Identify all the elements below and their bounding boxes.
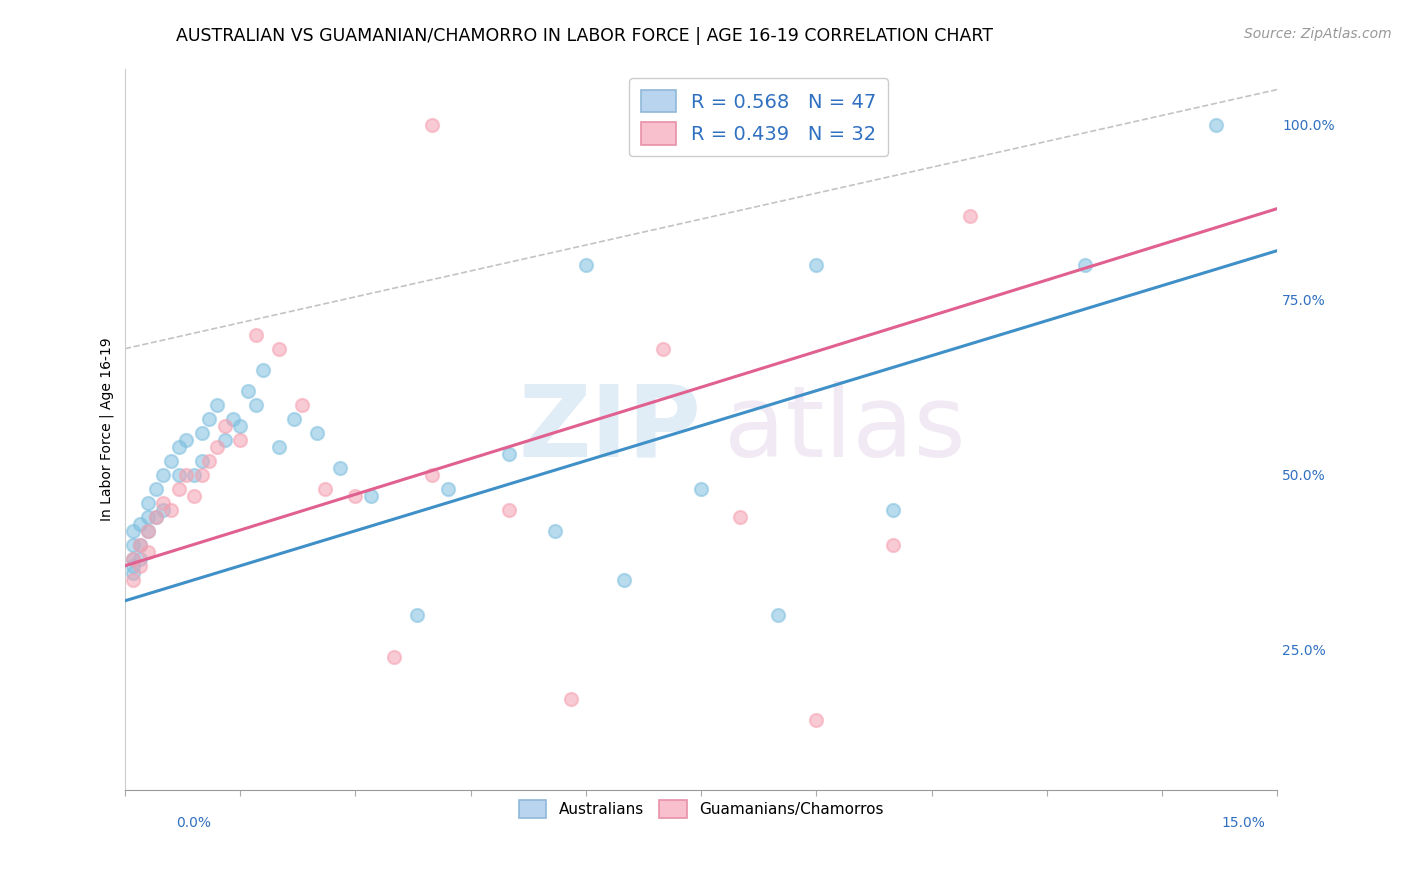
Point <box>136 524 159 538</box>
Point <box>145 482 167 496</box>
Point <box>121 538 143 552</box>
Point <box>198 411 221 425</box>
Point <box>382 649 405 664</box>
Point <box>882 538 904 552</box>
Point <box>152 502 174 516</box>
Point <box>806 258 828 272</box>
Point <box>167 482 190 496</box>
Point <box>329 460 352 475</box>
Text: 15.0%: 15.0% <box>1222 816 1265 830</box>
Point <box>690 482 713 496</box>
Point <box>229 418 252 433</box>
Point <box>152 467 174 482</box>
Point <box>121 551 143 566</box>
Point <box>1205 118 1227 132</box>
Text: Source: ZipAtlas.com: Source: ZipAtlas.com <box>1244 27 1392 41</box>
Point <box>214 418 236 433</box>
Point <box>121 551 143 566</box>
Point <box>291 398 314 412</box>
Point <box>882 502 904 516</box>
Point <box>205 398 228 412</box>
Point <box>613 573 636 587</box>
Text: atlas: atlas <box>724 381 966 478</box>
Point <box>176 467 198 482</box>
Point <box>145 509 167 524</box>
Point <box>129 538 152 552</box>
Point <box>129 551 152 566</box>
Y-axis label: In Labor Force | Age 16-19: In Labor Force | Age 16-19 <box>100 337 114 521</box>
Point <box>305 425 328 440</box>
Point <box>121 573 143 587</box>
Point <box>183 467 205 482</box>
Point <box>121 558 143 573</box>
Point <box>344 489 367 503</box>
Point <box>136 509 159 524</box>
Point <box>160 502 183 516</box>
Point <box>191 467 214 482</box>
Point <box>498 447 520 461</box>
Point <box>360 489 382 503</box>
Text: AUSTRALIAN VS GUAMANIAN/CHAMORRO IN LABOR FORCE | AGE 16-19 CORRELATION CHART: AUSTRALIAN VS GUAMANIAN/CHAMORRO IN LABO… <box>176 27 993 45</box>
Point <box>283 411 305 425</box>
Point <box>436 482 458 496</box>
Point <box>498 502 520 516</box>
Point <box>1074 258 1097 272</box>
Point <box>560 691 582 706</box>
Point <box>191 454 214 468</box>
Point <box>236 384 259 398</box>
Point <box>252 362 274 376</box>
Point <box>229 433 252 447</box>
Point <box>544 524 567 538</box>
Point <box>129 516 152 531</box>
Point <box>245 398 267 412</box>
Point <box>651 342 673 356</box>
Point <box>420 118 443 132</box>
Point <box>575 258 598 272</box>
Point <box>728 509 751 524</box>
Point <box>183 489 205 503</box>
Point <box>766 607 789 622</box>
Point <box>267 440 290 454</box>
Point <box>959 209 981 223</box>
Point <box>136 524 159 538</box>
Text: ZIP: ZIP <box>519 381 702 478</box>
Point <box>167 467 190 482</box>
Point <box>136 496 159 510</box>
Point <box>176 433 198 447</box>
Point <box>245 327 267 342</box>
Legend: Australians, Guamanians/Chamorros: Australians, Guamanians/Chamorros <box>512 793 891 826</box>
Point <box>145 509 167 524</box>
Point <box>191 425 214 440</box>
Point <box>121 524 143 538</box>
Point <box>314 482 336 496</box>
Point <box>121 566 143 580</box>
Point <box>221 411 243 425</box>
Point <box>136 545 159 559</box>
Point <box>420 467 443 482</box>
Point <box>205 440 228 454</box>
Point <box>406 607 429 622</box>
Point <box>806 713 828 727</box>
Point <box>129 538 152 552</box>
Point <box>152 496 174 510</box>
Point <box>198 454 221 468</box>
Text: 0.0%: 0.0% <box>176 816 211 830</box>
Point <box>214 433 236 447</box>
Point <box>160 454 183 468</box>
Point <box>267 342 290 356</box>
Point <box>167 440 190 454</box>
Point <box>129 558 152 573</box>
